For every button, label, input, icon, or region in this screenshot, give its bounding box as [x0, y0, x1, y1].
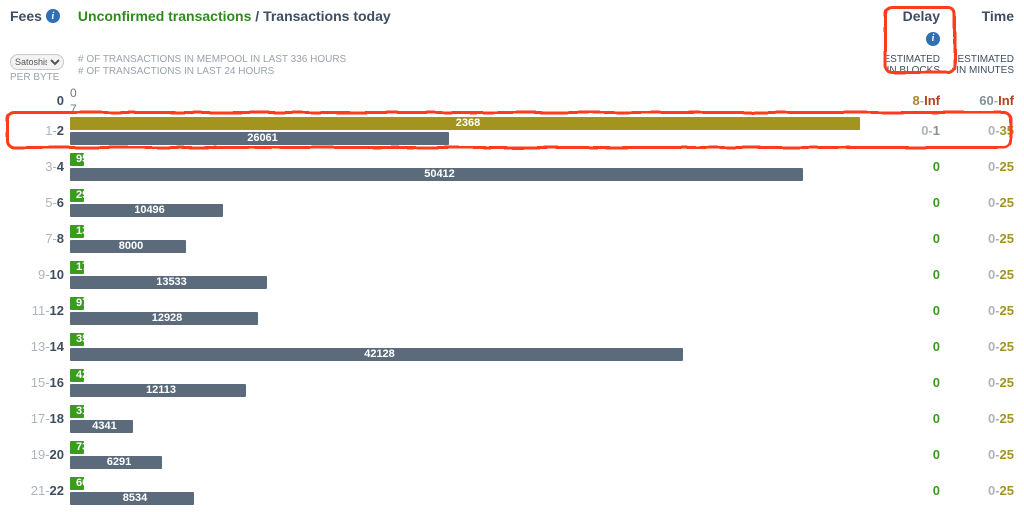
time-cell: 0-35	[944, 113, 1014, 149]
info-icon[interactable]: i	[926, 32, 940, 46]
bar-mempool: 66	[70, 477, 84, 490]
table-row: 15-16421211300-25	[10, 365, 1014, 401]
bar-24h: 8534	[70, 492, 194, 505]
fee-hi: 4	[57, 159, 64, 174]
delay-cell: 0	[860, 437, 940, 473]
header-row: Fees i Unconfirmed transactions / Transa…	[10, 8, 1014, 46]
heading-unconfirmed[interactable]: Unconfirmed transactions	[78, 8, 251, 24]
fee-hi: 12	[50, 303, 64, 318]
bar-mempool: 957	[70, 153, 84, 166]
table-row: 21-2266853400-25	[10, 473, 1014, 509]
table-row: 13-143524212800-25	[10, 329, 1014, 365]
bar-24h: 12113	[70, 384, 246, 397]
bar-24h: 50412	[70, 168, 803, 181]
bar-mempool: 97	[70, 297, 84, 310]
fee-lo: 17	[31, 411, 45, 426]
fee-lo: 13	[31, 339, 45, 354]
delay-subhead: ESTIMATED IN BLOCKS	[860, 54, 940, 76]
delay-cell: 0	[860, 221, 940, 257]
delay-cell: 0	[860, 365, 940, 401]
delay-cell: 0	[860, 293, 940, 329]
fee-lo: 3	[45, 159, 52, 174]
time-cell: 0-25	[944, 365, 1014, 401]
subheader-row: Satoshis PER BYTE # OF TRANSACTIONS IN M…	[10, 54, 1014, 83]
time-cell: 0-25	[944, 437, 1014, 473]
col-time-header: Time	[944, 8, 1014, 24]
table-row: 0 0 7 8-Inf 60-Inf	[10, 89, 1014, 113]
bar-mempool: 42	[70, 369, 84, 382]
delay-cell: 8-Inf	[860, 89, 940, 113]
time-cell: 0-25	[944, 149, 1014, 185]
legend: # OF TRANSACTIONS IN MEMPOOL IN LAST 336…	[78, 54, 346, 78]
fee-hi: 8	[57, 231, 64, 246]
table-row: 17-1831434100-25	[10, 401, 1014, 437]
delay-cell: 0	[860, 329, 940, 365]
table-row: 5-62931049600-25	[10, 185, 1014, 221]
fee-hi: 10	[50, 267, 64, 282]
table-row: 9-101711353300-25	[10, 257, 1014, 293]
bar-24h: 12928	[70, 312, 258, 325]
bar-24h: 26061	[70, 132, 449, 145]
row0-count: 0	[70, 86, 860, 100]
delay-cell: 0	[860, 401, 940, 437]
time-cell: 0-25	[944, 185, 1014, 221]
fee-lo: 1	[45, 123, 52, 138]
time-cell: 0-25	[944, 401, 1014, 437]
delay-cell: 0	[860, 149, 940, 185]
fee-lo: 7	[45, 231, 52, 246]
bar-mempool: 171	[70, 261, 84, 274]
time-cell: 0-25	[944, 293, 1014, 329]
bar-mempool: 31	[70, 405, 84, 418]
page-title: Unconfirmed transactions / Transactions …	[78, 8, 391, 24]
fee-lo: 5	[45, 195, 52, 210]
fee-hi: 0	[57, 93, 64, 108]
bar-24h: 8000	[70, 240, 186, 253]
table-row: 11-12971292800-25	[10, 293, 1014, 329]
unit-selector[interactable]: Satoshis	[10, 54, 64, 70]
fee-hi: 2	[57, 123, 64, 138]
col-delay-header: Delay i	[860, 8, 940, 46]
fee-hi: 14	[50, 339, 64, 354]
fee-lo: 11	[32, 303, 46, 318]
fee-lo: 21	[31, 483, 45, 498]
fee-hi: 22	[50, 483, 64, 498]
delay-cell: 0-1	[860, 113, 940, 149]
fee-hi: 16	[50, 375, 64, 390]
delay-cell: 0	[860, 185, 940, 221]
table-row: 3-49575041200-25	[10, 149, 1014, 185]
info-icon[interactable]: i	[46, 9, 60, 23]
fee-lo: 15	[31, 375, 45, 390]
bar-24h: 4341	[70, 420, 133, 433]
time-cell: 0-25	[944, 329, 1014, 365]
table-row: 7-8136800000-25	[10, 221, 1014, 257]
bar-24h: 6291	[70, 456, 162, 469]
time-cell: 0-25	[944, 257, 1014, 293]
bar-24h: 42128	[70, 348, 683, 361]
fee-table: 0 0 7 8-Inf 60-Inf 1-22368260610-10-353-…	[10, 89, 1014, 509]
time-cell: 60-Inf	[944, 89, 1014, 113]
fee-hi: 18	[50, 411, 64, 426]
bar-mempool: 136	[70, 225, 84, 238]
delay-cell: 0	[860, 257, 940, 293]
fee-lo: 9	[38, 267, 45, 282]
fees-label: Fees	[10, 8, 42, 24]
bar-mempool: 2368	[70, 117, 860, 130]
table-row: 19-2073629100-25	[10, 437, 1014, 473]
heading-today[interactable]: / Transactions today	[255, 8, 390, 24]
delay-cell: 0	[860, 473, 940, 509]
per-byte-label: PER BYTE	[10, 72, 70, 83]
bar-mempool: 73	[70, 441, 84, 454]
time-subhead: ESTIMATED IN MINUTES	[944, 54, 1014, 76]
time-cell: 0-25	[944, 473, 1014, 509]
table-row: 1-22368260610-10-35	[10, 113, 1014, 149]
time-cell: 0-25	[944, 221, 1014, 257]
fee-hi: 6	[57, 195, 64, 210]
bar-mempool: 352	[70, 333, 84, 346]
bar-24h: 13533	[70, 276, 267, 289]
bar-24h: 10496	[70, 204, 223, 217]
fee-hi: 20	[50, 447, 64, 462]
fee-lo: 19	[31, 447, 45, 462]
bar-mempool: 293	[70, 189, 84, 202]
